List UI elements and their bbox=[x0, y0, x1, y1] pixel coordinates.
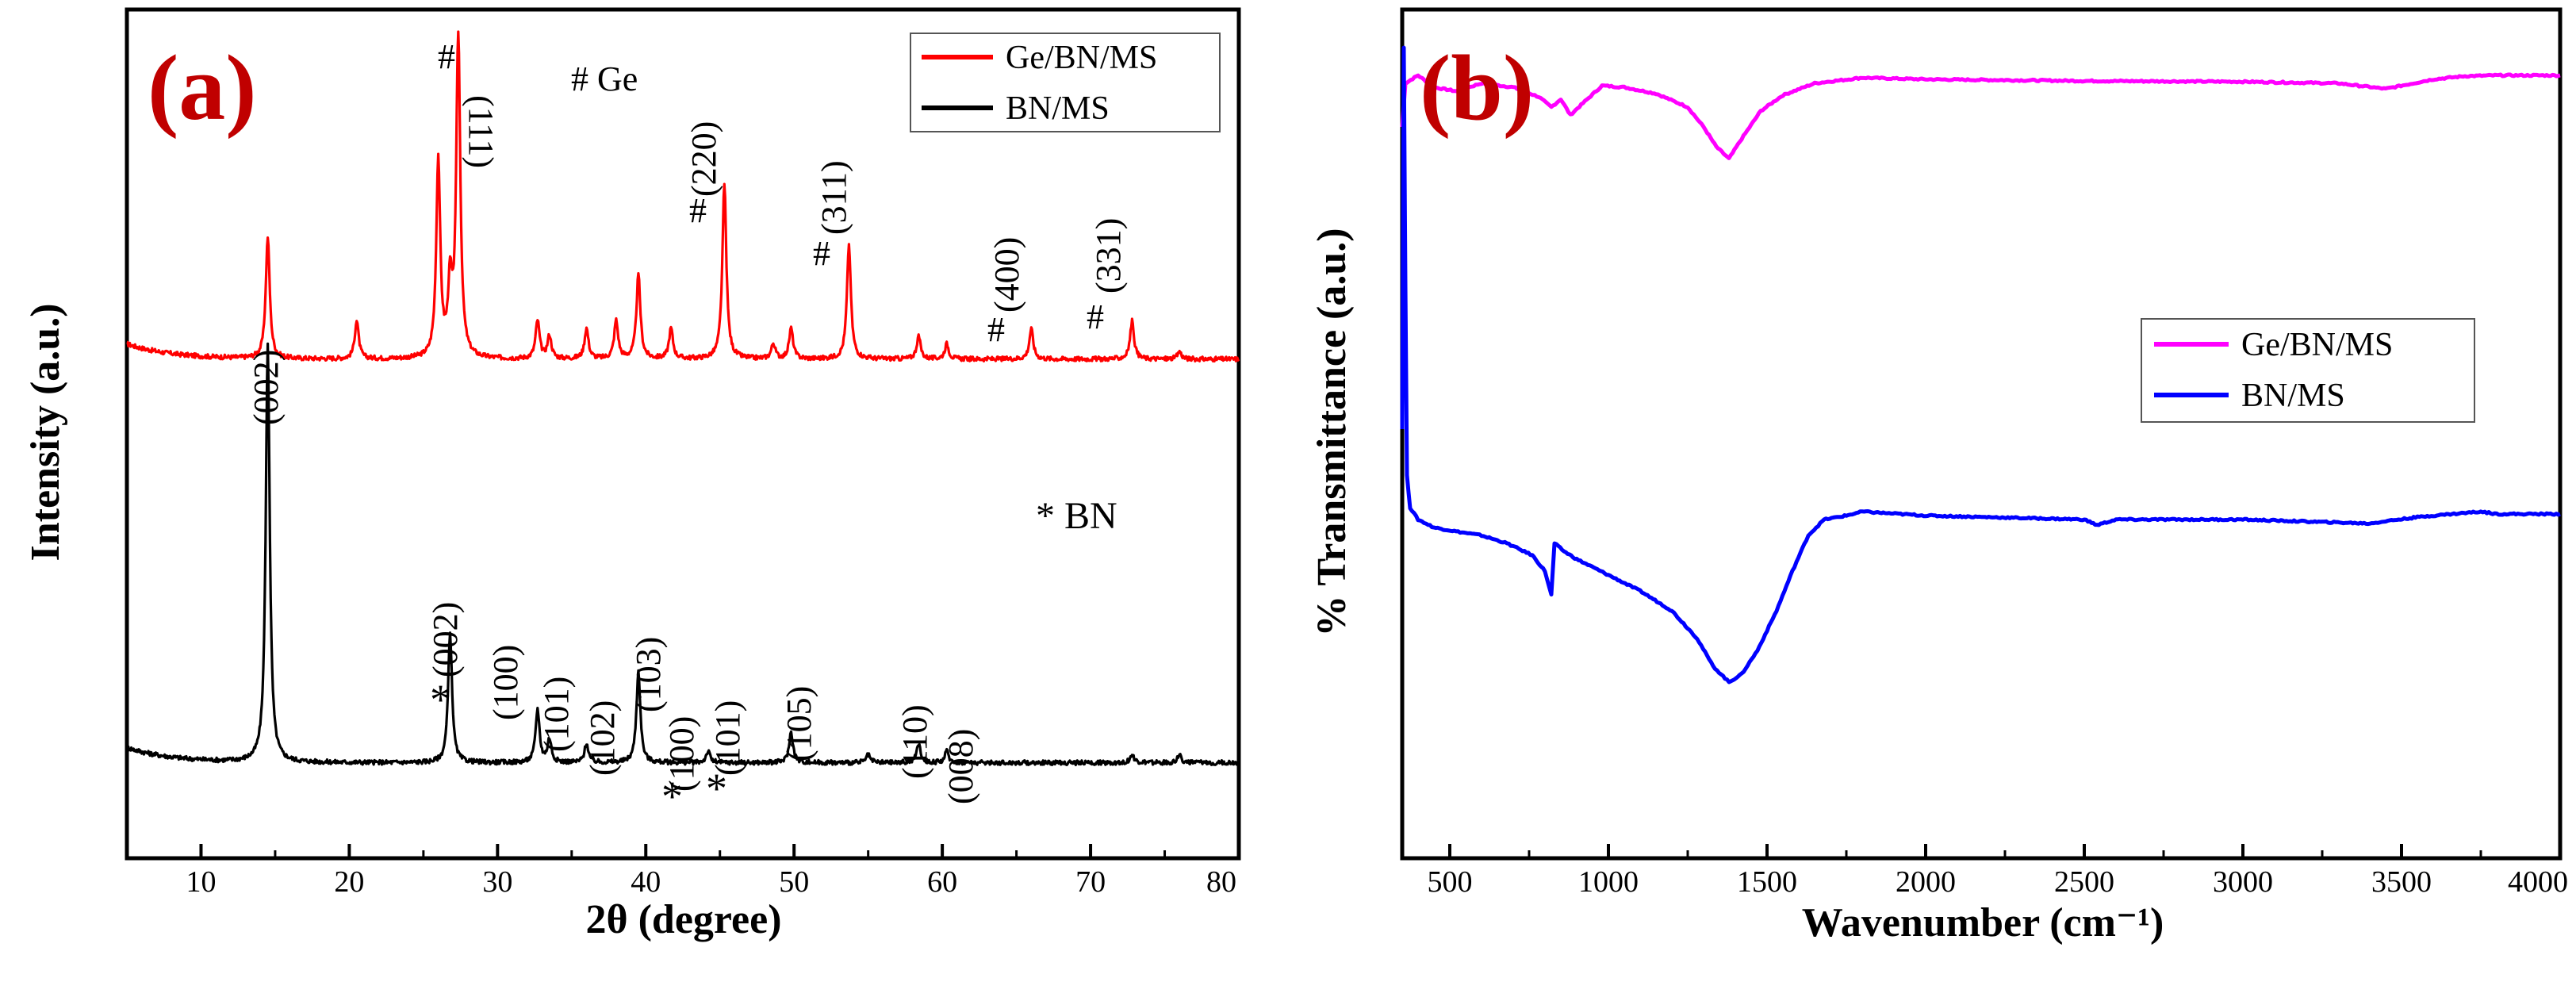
panel-b-x-tick-label-500: 500 bbox=[1428, 865, 1473, 899]
panel-a-x-tick-label-60: 60 bbox=[927, 865, 957, 899]
legend-label-ge-bn-ms: Ge/BN/MS bbox=[1006, 40, 1157, 76]
panel-b-x-tick-label-2000: 2000 bbox=[1896, 865, 1956, 899]
panel-a-x-tick-label-10: 10 bbox=[186, 865, 216, 899]
ge-key: # Ge bbox=[571, 59, 638, 98]
panel-a-x-tick-label-40: 40 bbox=[631, 865, 661, 899]
legend-label-bn-ms: BN/MS bbox=[1006, 90, 1110, 127]
bn-hkl-102: (102) bbox=[583, 700, 622, 776]
panel-a-x-tick-label-50: 50 bbox=[779, 865, 809, 899]
panel-b-plot-area bbox=[1400, 45, 2561, 685]
bn-hkl-002: (002) bbox=[426, 602, 465, 677]
series-line-ge-bn-ms bbox=[126, 30, 1240, 362]
panel-a-x-ticks: 10 20 30 40 50 60 70 80 bbox=[125, 844, 1240, 899]
bn-hkl-101-star: (101) bbox=[708, 700, 747, 776]
ftir-line-bn-ms bbox=[1400, 45, 2561, 685]
legend-label-ge-bn-ms-ftir: Ge/BN/MS bbox=[2241, 327, 2393, 363]
ge-hkl-220: (220) bbox=[684, 121, 723, 197]
panel-a-plot-area bbox=[125, 30, 1240, 766]
bn-star-002: * bbox=[430, 676, 451, 723]
bn-hkl-105: (105) bbox=[780, 686, 818, 761]
panel-a-xrd: 10 20 30 40 50 60 70 80 (a) Ge/BN/MS BN/MS # Ge… bbox=[23, 7, 1241, 942]
panel-b-x-tick-label-4000: 4000 bbox=[2508, 865, 2568, 899]
bn-hkl-110: (110) bbox=[895, 704, 934, 779]
panel-b-legend-box bbox=[2141, 318, 2475, 423]
ge-hkl-331: (331) bbox=[1089, 218, 1128, 293]
ge-marker-220: # bbox=[689, 191, 707, 230]
panel-b-x-tick-label-2500: 2500 bbox=[2054, 865, 2114, 899]
ge-marker-400: # bbox=[987, 310, 1005, 349]
panel-b-x-ticks: 500 1000 1500 2000 2500 3000 3500 4000 bbox=[1428, 844, 2568, 899]
panel-b-y-axis-label: % Transmittance (a.u.) bbox=[1309, 228, 1355, 636]
bn-hkl-101: (101) bbox=[537, 677, 576, 752]
ge-hkl-400: (400) bbox=[987, 237, 1026, 313]
panel-b-x-tick-label-1500: 1500 bbox=[1737, 865, 1797, 899]
panel-a-legend-box bbox=[910, 33, 1221, 132]
bn-hkl-100-star: (100) bbox=[662, 716, 701, 792]
bn-hkl-100: (100) bbox=[486, 645, 525, 720]
panel-a-legend: Ge/BN/MS BN/MS bbox=[910, 33, 1221, 132]
bn-star-100: * bbox=[661, 773, 683, 820]
ge-hkl-311: (311) bbox=[815, 160, 853, 235]
bn-hkl-002-main: (002) bbox=[247, 350, 286, 425]
panel-b-ftir: 500 1000 1500 2000 2500 3000 3500 4000 (b) Ge/B… bbox=[1309, 7, 2568, 945]
ge-marker-331: # bbox=[1087, 297, 1104, 336]
panel-b-x-tick-label-1000: 1000 bbox=[1578, 865, 1639, 899]
panel-a-label: (a) bbox=[148, 36, 257, 140]
panel-b-frame bbox=[1400, 7, 2563, 861]
panel-a-x-axis-label: 2θ (degree) bbox=[585, 897, 781, 942]
series-line-bn-ms bbox=[125, 342, 1240, 766]
bn-key: * BN bbox=[1036, 495, 1117, 537]
panel-b-x-axis-label: Wavenumber (cm⁻¹) bbox=[1802, 900, 2164, 945]
bn-hkl-103: (103) bbox=[629, 637, 668, 712]
ge-marker-311: # bbox=[813, 234, 830, 273]
panel-b-legend: Ge/BN/MS BN/MS bbox=[2141, 318, 2475, 423]
panel-a-frame bbox=[125, 7, 1241, 861]
panel-a-x-tick-label-80: 80 bbox=[1206, 865, 1236, 899]
panel-b-x-tick-label-3500: 3500 bbox=[2371, 865, 2432, 899]
ftir-line-ge-bn-ms bbox=[1400, 72, 2561, 160]
bn-star-101: * bbox=[706, 765, 727, 812]
panel-a-x-tick-label-70: 70 bbox=[1075, 865, 1106, 899]
panel-b-label: (b) bbox=[1420, 36, 1534, 140]
panel-a-x-tick-label-30: 30 bbox=[482, 865, 512, 899]
bn-hkl-008: (008) bbox=[941, 729, 980, 804]
panel-a-x-tick-label-20: 20 bbox=[334, 865, 364, 899]
ge-hkl-111: (111) bbox=[462, 95, 500, 168]
legend-label-bn-ms-ftir: BN/MS bbox=[2241, 378, 2345, 414]
ge-marker-111: # bbox=[438, 37, 455, 76]
panel-a-y-axis-label: Intensity (a.u.) bbox=[23, 303, 68, 561]
panel-b-x-tick-label-3000: 3000 bbox=[2213, 865, 2273, 899]
